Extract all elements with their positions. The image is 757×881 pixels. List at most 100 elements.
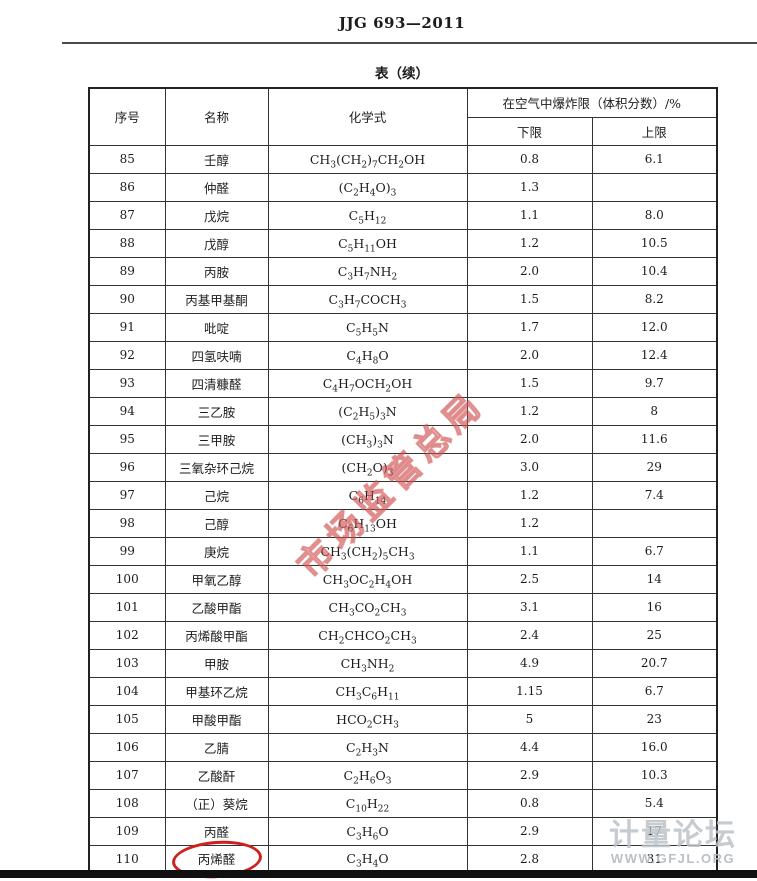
cell-name: 己烷	[164, 480, 269, 510]
cell-index: 95	[88, 424, 166, 454]
cell-lower: 2.0	[466, 256, 593, 286]
col-header-formula: 化学式	[267, 87, 468, 146]
table-row: 92 四氢呋喃 C4H8O 2.0 12.4	[88, 340, 718, 370]
cell-name: （正）葵烷	[164, 788, 269, 818]
cell-lower: 2.9	[466, 816, 593, 846]
col-header-limits-group: 在空气中爆炸限（体积分数）/%	[466, 87, 718, 118]
cell-formula: HCO2CH3	[267, 704, 468, 734]
cell-lower: 1.7	[466, 312, 593, 342]
cell-upper: 29	[591, 452, 718, 482]
cell-upper: 12.0	[591, 312, 718, 342]
cell-upper: 23	[591, 704, 718, 734]
cell-upper: 9.7	[591, 368, 718, 398]
cell-index: 88	[88, 228, 166, 258]
cell-formula: CH3(CH2)5CH3	[267, 536, 468, 566]
cell-name: 三甲胺	[164, 424, 269, 454]
cell-lower: 1.3	[466, 172, 593, 202]
cell-formula: (C2H4O)3	[267, 172, 468, 202]
table-row: 97 己烷 C6H14 1.2 7.4	[88, 480, 718, 510]
cell-index: 107	[88, 760, 166, 790]
cell-formula: C3H4O	[267, 844, 468, 874]
cell-upper: 25	[591, 620, 718, 650]
cell-upper: 16	[591, 592, 718, 622]
cell-name: 丙醛	[164, 816, 269, 846]
col-header-lower: 下限	[466, 116, 593, 146]
table-row: 93 四清糠醛 C4H7OCH2OH 1.5 9.7	[88, 368, 718, 398]
cell-upper: 11.6	[591, 424, 718, 454]
table-row: 85 壬醇 CH3(CH2)7CH2OH 0.8 6.1	[88, 144, 718, 174]
table-row: 108 （正）葵烷 C10H22 0.8 5.4	[88, 788, 718, 818]
cell-lower: 0.8	[466, 144, 593, 174]
table-row: 103 甲胺 CH3NH2 4.9 20.7	[88, 648, 718, 678]
cell-formula: CH3OC2H4OH	[267, 564, 468, 594]
cell-index: 98	[88, 508, 166, 538]
cell-index: 105	[88, 704, 166, 734]
cell-lower: 2.5	[466, 564, 593, 594]
table-row: 96 三氧杂环己烷 (CH2O)3 3.0 29	[88, 452, 718, 482]
cell-formula: C4H8O	[267, 340, 468, 370]
cell-upper: 10.5	[591, 228, 718, 258]
cell-formula: C10H22	[267, 788, 468, 818]
cell-index: 94	[88, 396, 166, 426]
cell-name: 丙烯醛	[164, 837, 269, 881]
cell-name: 乙腈	[164, 732, 269, 762]
cell-upper: 6.7	[591, 676, 718, 706]
table-row: 87 戊烷 C5H12 1.1 8.0	[88, 200, 718, 230]
cell-upper	[591, 508, 718, 538]
cell-lower: 3.0	[466, 452, 593, 482]
cell-index: 110	[88, 844, 166, 874]
cell-upper: 10.3	[591, 760, 718, 790]
cell-index: 93	[88, 368, 166, 398]
cell-formula: C3H7COCH3	[267, 284, 468, 314]
cell-name: 戊醇	[164, 228, 269, 258]
cell-upper: 20.7	[591, 648, 718, 678]
cell-index: 108	[88, 788, 166, 818]
cell-index: 106	[88, 732, 166, 762]
cell-formula: C3H6O	[267, 816, 468, 846]
cell-lower: 5	[466, 704, 593, 734]
cell-name: 丙基甲基酮	[164, 284, 269, 314]
cell-upper	[591, 172, 718, 202]
cell-formula: (CH2O)3	[267, 452, 468, 482]
cell-lower: 2.0	[466, 424, 593, 454]
col-header-index: 序号	[88, 87, 166, 146]
cell-formula: CH3(CH2)7CH2OH	[267, 144, 468, 174]
cell-index: 85	[88, 144, 166, 174]
cell-index: 91	[88, 312, 166, 342]
table-row: 104 甲基环乙烷 CH3C6H11 1.15 6.7	[88, 676, 718, 706]
table-row: 98 己醇 C6H13OH 1.2	[88, 508, 718, 538]
cell-lower: 4.4	[466, 732, 593, 762]
cell-name: 己醇	[164, 508, 269, 538]
col-header-upper: 上限	[591, 116, 718, 146]
cell-formula: CH3CO2CH3	[267, 592, 468, 622]
cell-formula: CH3C6H11	[267, 676, 468, 706]
cell-name: 吡啶	[164, 312, 269, 342]
cell-upper: 17	[591, 816, 718, 846]
table-row: 91 吡啶 C5H5N 1.7 12.0	[88, 312, 718, 342]
table-row: 110 丙烯醛 C3H4O 2.8 31	[88, 837, 718, 881]
cell-name: 仲醛	[164, 172, 269, 202]
table-row: 105 甲酸甲酯 HCO2CH3 5 23	[88, 704, 718, 734]
cell-lower: 2.8	[466, 844, 593, 874]
cell-formula: C4H7OCH2OH	[267, 368, 468, 398]
cell-formula: CH2CHCO2CH3	[267, 620, 468, 650]
cell-upper: 8.2	[591, 284, 718, 314]
cell-name: 甲氧乙醇	[164, 564, 269, 594]
cell-lower: 1.15	[466, 676, 593, 706]
table-row: 89 丙胺 C3H7NH2 2.0 10.4	[88, 256, 718, 286]
cell-name: 乙酸甲酯	[164, 592, 269, 622]
standard-code: JJG 693—2011	[338, 14, 466, 32]
cell-name: 甲胺	[164, 648, 269, 678]
cell-formula: C2H6O3	[267, 760, 468, 790]
cell-name: 庚烷	[164, 536, 269, 566]
col-header-name: 名称	[164, 87, 269, 146]
cell-index: 99	[88, 536, 166, 566]
cell-upper: 10.4	[591, 256, 718, 286]
cell-index: 89	[88, 256, 166, 286]
cell-index: 86	[88, 172, 166, 202]
cell-formula: C6H13OH	[267, 508, 468, 538]
cell-index: 103	[88, 648, 166, 678]
cell-index: 92	[88, 340, 166, 370]
cell-upper: 7.4	[591, 480, 718, 510]
cell-lower: 1.2	[466, 396, 593, 426]
